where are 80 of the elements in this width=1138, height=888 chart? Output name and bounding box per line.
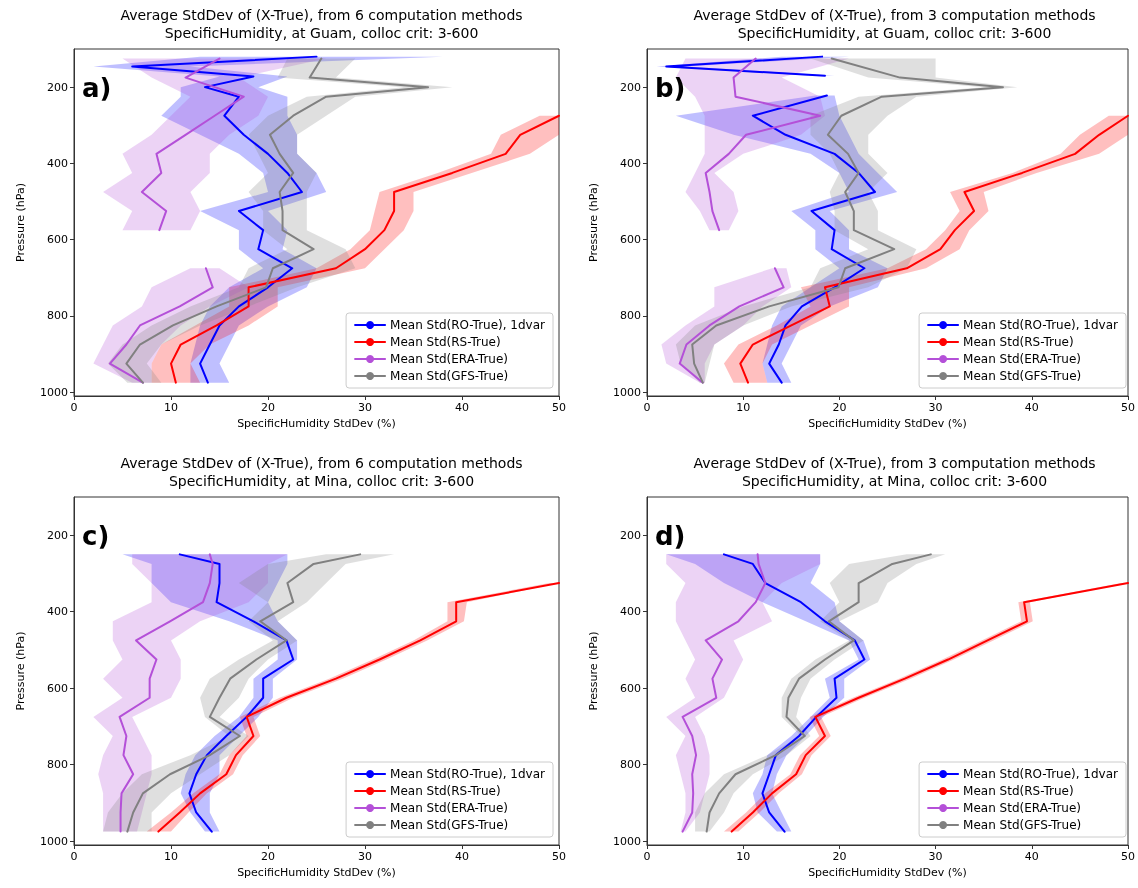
y-tick-label: 200 <box>47 528 68 542</box>
y-tick-label: 800 <box>620 758 641 772</box>
x-tick-label: 30 <box>928 401 943 414</box>
y-axis-title: Pressure (hPa) <box>14 183 27 262</box>
annotation: d) <box>655 521 686 551</box>
y-tick-label: 1000 <box>613 834 641 848</box>
y-tick-label: 200 <box>620 528 641 542</box>
legend-label: Mean Std(GFS-True) <box>390 818 509 832</box>
legend-label: Mean Std(RO-True), 1dvar <box>963 318 1119 332</box>
x-axis-title: SpecificHumidity StdDev (%) <box>237 417 396 430</box>
x-tick-label: 20 <box>832 850 847 863</box>
y-tick-label: 200 <box>620 80 641 94</box>
y-tick-label: 400 <box>620 605 641 619</box>
chart-title: Average StdDev of (X-True), from 3 computation methods <box>693 7 1096 23</box>
legend-label: Mean Std(RO-True), 1dvar <box>390 767 546 781</box>
legend-label: Mean Std(RO-True), 1dvar <box>963 767 1119 781</box>
x-tick-label: 30 <box>358 401 372 414</box>
legend-label: Mean Std(GFS-True) <box>963 369 1082 383</box>
legend-label: Mean Std(RS-True) <box>963 784 1074 798</box>
annotation: a) <box>82 73 112 103</box>
y-tick-label: 800 <box>620 309 641 323</box>
x-axis-title: SpecificHumidity StdDev (%) <box>808 417 967 430</box>
y-tick-label: 600 <box>47 233 68 247</box>
y-tick-label: 800 <box>47 758 68 772</box>
y-tick-label: 400 <box>620 156 641 170</box>
x-tick-label: 0 <box>643 850 651 863</box>
annotation: b) <box>655 73 686 103</box>
x-tick-label: 20 <box>832 401 847 414</box>
legend-label: Mean Std(RO-True), 1dvar <box>390 318 546 332</box>
annotation: c) <box>82 521 110 551</box>
legend-label: Mean Std(RS-True) <box>390 784 501 798</box>
y-tick-label: 800 <box>47 309 68 323</box>
chart-subtitle: SpecificHumidity, at Mina, colloc crit: 3-600 <box>168 473 475 489</box>
y-tick-label: 200 <box>47 80 68 94</box>
y-tick-label: 1000 <box>613 385 641 399</box>
chart-title: Average StdDev of (X-True), from 3 computation methods <box>693 455 1096 471</box>
x-tick-label: 40 <box>455 401 469 414</box>
chart-subtitle: SpecificHumidity, at Mina, colloc crit: 3-600 <box>741 473 1048 489</box>
x-tick-label: 50 <box>552 850 566 863</box>
x-tick-label: 10 <box>736 401 751 414</box>
x-tick-label: 40 <box>1024 850 1039 863</box>
x-tick-label: 40 <box>1024 401 1039 414</box>
legend-label: Mean Std(RS-True) <box>963 335 1074 349</box>
x-tick-label: 30 <box>928 850 943 863</box>
chart-subtitle: SpecificHumidity, at Guam, colloc crit: 3-600 <box>164 25 479 41</box>
legend-label: Mean Std(GFS-True) <box>963 818 1082 832</box>
legend-label: Mean Std(ERA-True) <box>963 801 1082 815</box>
y-tick-label: 1000 <box>40 385 68 399</box>
legend-label: Mean Std(RS-True) <box>390 335 501 349</box>
y-tick-label: 600 <box>620 681 641 695</box>
x-tick-label: 0 <box>70 401 78 414</box>
x-tick-label: 20 <box>261 850 275 863</box>
x-tick-label: 0 <box>70 850 78 863</box>
x-axis-title: SpecificHumidity StdDev (%) <box>808 866 967 879</box>
x-tick-label: 50 <box>1121 850 1135 863</box>
y-axis-title: Pressure (hPa) <box>587 183 600 262</box>
x-tick-label: 10 <box>164 850 178 863</box>
x-tick-label: 50 <box>1121 401 1135 414</box>
x-tick-label: 10 <box>736 850 751 863</box>
y-tick-label: 600 <box>620 233 641 247</box>
y-tick-label: 400 <box>47 605 68 619</box>
chart-subtitle: SpecificHumidity, at Guam, colloc crit: 3-600 <box>737 25 1052 41</box>
legend-label: Mean Std(ERA-True) <box>390 352 509 366</box>
x-tick-label: 40 <box>455 850 469 863</box>
chart-title: Average StdDev of (X-True), from 6 computation methods <box>120 7 523 23</box>
y-tick-label: 1000 <box>40 834 68 848</box>
chart-title: Average StdDev of (X-True), from 6 computation methods <box>120 455 523 471</box>
x-tick-label: 10 <box>164 401 178 414</box>
legend-label: Mean Std(ERA-True) <box>963 352 1082 366</box>
legend-label: Mean Std(ERA-True) <box>390 801 509 815</box>
x-tick-label: 0 <box>643 401 651 414</box>
x-tick-label: 20 <box>261 401 275 414</box>
y-axis-title: Pressure (hPa) <box>14 631 27 711</box>
x-axis-title: SpecificHumidity StdDev (%) <box>237 866 396 879</box>
x-tick-label: 30 <box>358 850 372 863</box>
y-tick-label: 600 <box>47 681 68 695</box>
y-tick-label: 400 <box>47 156 68 170</box>
legend-label: Mean Std(GFS-True) <box>390 369 509 383</box>
y-axis-title: Pressure (hPa) <box>587 631 600 711</box>
x-tick-label: 50 <box>552 401 566 414</box>
